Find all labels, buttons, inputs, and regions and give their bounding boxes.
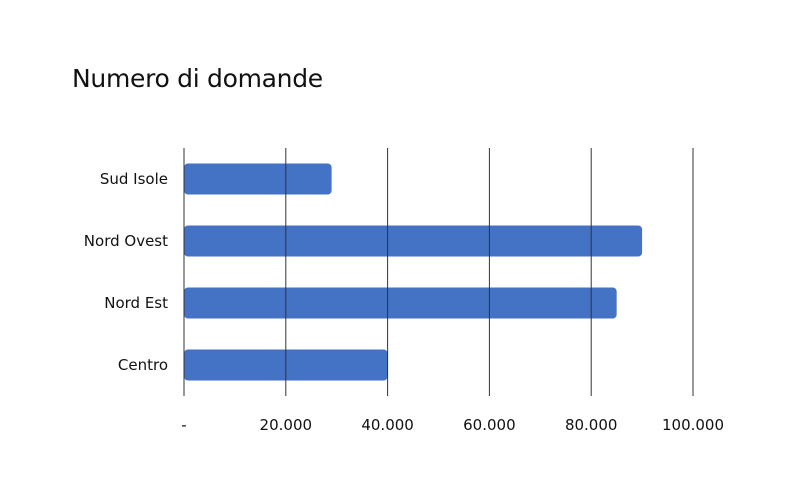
x-tick-label: 60.000 [463,416,516,434]
bar-sud-isole [184,163,332,195]
bar-nord-ovest [184,225,643,257]
bars [184,163,643,381]
x-tick-label: - [181,416,186,434]
category-labels: Sud Isole Nord Ovest Nord Est Centro [84,170,168,374]
category-label: Nord Est [104,294,168,312]
grid-lines [183,148,694,396]
chart-title: Numero di domande [72,64,323,93]
x-tick-label: 20.000 [260,416,313,434]
bar-nord-est [184,287,617,319]
category-label: Centro [118,356,168,374]
x-tick-label: 80.000 [565,416,618,434]
x-tick-label: 40.000 [361,416,414,434]
category-label: Nord Ovest [84,232,168,250]
x-axis-ticks: - 20.000 40.000 60.000 80.000 100.000 [181,416,724,434]
category-label: Sud Isole [100,170,168,188]
x-tick-label: 100.000 [662,416,724,434]
